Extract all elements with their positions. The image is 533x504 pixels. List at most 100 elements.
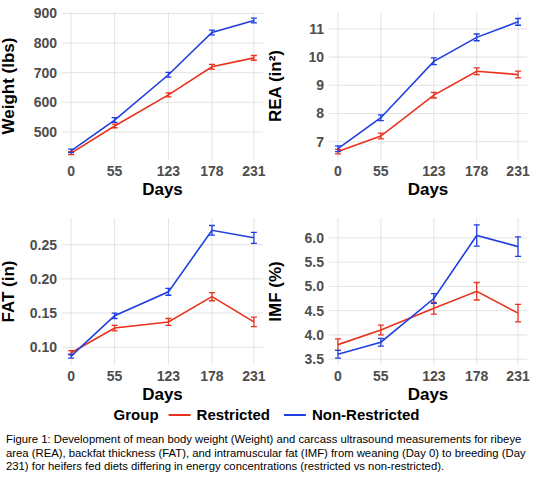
grid-line (329, 57, 527, 58)
panel: 500600700800900055123178231DaysWeight (l… (0, 5, 266, 199)
error-bar (431, 294, 437, 304)
y-tick-label: 4.5 (305, 303, 325, 319)
grid-line (329, 334, 527, 335)
x-tick-label: 55 (373, 163, 389, 179)
error-bar (378, 338, 384, 346)
error-bar (378, 115, 384, 121)
x-tick-label: 123 (157, 163, 181, 179)
error-bar (165, 288, 171, 295)
error-bar (209, 30, 215, 35)
y-tick-label: 8 (316, 105, 324, 121)
grid-line (62, 278, 263, 279)
grid-line (433, 218, 434, 365)
caption: Figure 1: Development of mean body weigh… (6, 433, 526, 474)
error-bar (335, 146, 341, 152)
error-bar (335, 339, 341, 351)
grid-line (329, 237, 527, 238)
error-bar (515, 71, 521, 78)
grid-line (329, 141, 527, 142)
grid-line (518, 12, 519, 160)
grid-line (168, 12, 169, 160)
error-bar (431, 302, 437, 314)
error-bar (335, 350, 341, 358)
grid-line (62, 13, 263, 14)
grid-line (62, 244, 263, 245)
grid-line (62, 72, 263, 73)
plot-area (335, 225, 521, 358)
error-bar (474, 68, 480, 75)
error-bar (209, 226, 215, 236)
error-bar (112, 118, 118, 123)
x-tick-label: 0 (67, 368, 75, 384)
y-tick-label: 4.0 (305, 327, 325, 343)
y-tick-label: 600 (34, 94, 58, 110)
legend-title: Group (114, 406, 159, 423)
error-bar (431, 58, 437, 65)
y-tick-label: 500 (34, 124, 58, 140)
plot-area (335, 18, 521, 153)
x-tick-label: 123 (157, 368, 181, 384)
error-bar (112, 124, 118, 128)
error-bar (165, 72, 171, 77)
error-bar (515, 304, 521, 321)
series-line (338, 22, 518, 149)
y-axis-title: REA (in²) (266, 50, 285, 122)
error-bar (112, 313, 118, 318)
error-bar (251, 18, 257, 23)
grid-line (71, 12, 72, 160)
grid-line (62, 131, 263, 132)
error-bar (251, 232, 257, 243)
plot-area (68, 226, 257, 359)
panel: 7891011055123178231DaysREA (in²) (266, 12, 530, 199)
grid-line (433, 12, 434, 160)
grid-line (329, 85, 527, 86)
series-line (338, 235, 518, 354)
y-axis-title: FAT (in) (0, 261, 18, 323)
x-tick-label: 178 (200, 368, 224, 384)
grid-line (329, 262, 527, 263)
error-bar (209, 293, 215, 301)
error-bar (515, 237, 521, 256)
grid-line (337, 12, 338, 160)
x-tick-label: 231 (506, 368, 530, 384)
x-tick-label: 0 (334, 163, 342, 179)
y-axis-title: IMF (%) (266, 261, 285, 321)
x-axis-title: Days (142, 385, 183, 404)
series-line (338, 71, 518, 151)
error-bar (251, 56, 257, 61)
y-tick-label: 800 (34, 35, 58, 51)
grid-line (62, 313, 263, 314)
y-tick-label: 0.20 (30, 271, 57, 287)
x-axis-title: Days (142, 180, 183, 199)
grid-line (329, 286, 527, 287)
x-tick-label: 0 (334, 368, 342, 384)
legend-label: Restricted (197, 406, 270, 423)
error-bar (378, 325, 384, 335)
y-tick-label: 5.0 (305, 278, 325, 294)
y-tick-label: 10 (308, 49, 324, 65)
error-bar (474, 283, 480, 300)
x-tick-label: 178 (465, 163, 489, 179)
y-tick-label: 0.10 (30, 339, 57, 355)
panel: 3.54.04.55.05.56.0055123178231DaysIMF (%… (266, 218, 530, 404)
legend: Group Restricted Non-Restricted (114, 406, 420, 423)
x-tick-label: 55 (107, 368, 123, 384)
x-tick-label: 0 (67, 163, 75, 179)
legend-swatch (169, 414, 191, 416)
x-tick-label: 231 (242, 368, 266, 384)
figure: 500600700800900055123178231DaysWeight (l… (0, 0, 533, 504)
legend-label: Non-Restricted (312, 406, 420, 423)
x-tick-label: 123 (422, 368, 446, 384)
y-tick-label: 700 (34, 65, 58, 81)
error-bar (251, 317, 257, 327)
error-bar (515, 18, 521, 25)
x-tick-label: 178 (200, 163, 224, 179)
error-bar (68, 149, 74, 153)
error-bar (431, 92, 437, 98)
error-bar (474, 225, 480, 246)
plot-area (68, 18, 257, 154)
legend-swatch (284, 414, 306, 416)
y-tick-label: 3.5 (305, 351, 325, 367)
error-bar (112, 325, 118, 330)
x-tick-label: 231 (506, 163, 530, 179)
